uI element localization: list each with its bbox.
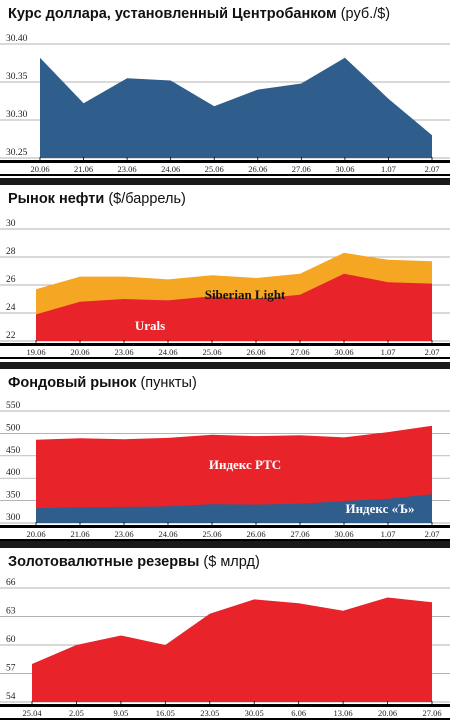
reserves-title: Золотовалютные резервы ($ млрд) [8, 554, 260, 570]
x-tick-label: 27.06 [292, 164, 311, 174]
x-tick-label: 9.05 [113, 708, 128, 718]
oil-market-panel: Рынок нефти ($/баррель) 30 28 26 24 22 Siberi… [0, 185, 450, 363]
y-tick-label: 57 [6, 664, 16, 674]
x-tick-label: 27.06 [290, 529, 309, 539]
x-tick-label: 24.06 [158, 347, 177, 357]
x-tick-label: 27.06 [422, 708, 441, 718]
x-tick-label: 26.06 [246, 347, 265, 357]
x-tick-label: 25.06 [202, 529, 221, 539]
oil-market-title: Рынок нефти ($/баррель) [8, 191, 186, 207]
y-tick-label: 24 [6, 303, 16, 313]
x-tick-label: 13.06 [334, 708, 353, 718]
y-tick-label: 30 [6, 219, 16, 229]
x-tick-label: 30.05 [245, 708, 264, 718]
reserves-panel: Золотовалютные резервы ($ млрд) 66 63 60 57… [0, 548, 450, 724]
x-tick-label: 20.06 [30, 164, 49, 174]
separator [0, 541, 450, 548]
separator [0, 362, 450, 369]
y-tick-label: 450 [6, 446, 21, 456]
x-tick-label: 6.06 [291, 708, 306, 718]
oil-market-chart: 30 28 26 24 22 Siberian Light Urals 19.06 20.06 2… [0, 213, 450, 363]
stock-market-title: Фондовый рынок (пункты) [8, 375, 197, 391]
y-tick-label: 60 [6, 635, 16, 645]
x-tick-label: 2.05 [69, 708, 84, 718]
separator [0, 178, 450, 185]
x-tick-label: 23.05 [200, 708, 219, 718]
y-tick-label: 54 [6, 692, 16, 702]
x-tick-label: 2.07 [425, 529, 440, 539]
x-tick-label: 26.06 [246, 529, 265, 539]
y-tick-label: 500 [6, 423, 21, 433]
y-tick-label: 30.35 [6, 72, 28, 82]
y-tick-label: 300 [6, 513, 21, 523]
x-tick-label: 27.06 [290, 347, 309, 357]
y-tick-label: 550 [6, 401, 21, 411]
series-area-1 [32, 598, 432, 703]
x-tick-label: 25.06 [205, 164, 224, 174]
reserves-chart: 66 63 60 57 54 25.04 2.05 9.05 16.05 23.05 30.05 6.… [0, 576, 450, 726]
x-tick-label: 1.07 [381, 164, 396, 174]
y-tick-label: 30.30 [6, 110, 28, 120]
series-label: Индекс «Ъ» [345, 501, 414, 516]
y-tick-label: 22 [6, 331, 16, 341]
x-tick-label: 25.04 [22, 708, 42, 718]
series-label: Индекс РТС [209, 457, 281, 472]
x-tick-label: 1.07 [381, 347, 396, 357]
x-tick-label: 26.06 [248, 164, 267, 174]
y-tick-label: 63 [6, 607, 16, 617]
x-tick-label: 24.06 [158, 529, 177, 539]
y-tick-label: 26 [6, 275, 16, 285]
x-tick-label: 23.06 [114, 529, 133, 539]
x-tick-label: 21.06 [70, 529, 89, 539]
stock-market-panel: Фондовый рынок (пункты) 550 500 450 400 350 3… [0, 369, 450, 544]
x-tick-label: 30.06 [334, 347, 353, 357]
x-tick-label: 2.07 [425, 347, 440, 357]
y-tick-label: 28 [6, 247, 16, 257]
x-tick-label: 20.06 [70, 347, 89, 357]
stock-market-chart: 550 500 450 400 350 300 Индекс РТС Индекс «Ъ» 20… [0, 395, 450, 545]
x-tick-label: 2.07 [425, 164, 440, 174]
y-tick-label: 350 [6, 491, 21, 501]
series-label: Urals [135, 318, 165, 333]
x-tick-label: 24.06 [161, 164, 180, 174]
x-tick-label: 1.07 [381, 529, 396, 539]
x-tick-label: 21.06 [74, 164, 93, 174]
series-label: Siberian Light [205, 287, 286, 302]
x-tick-label: 20.06 [378, 708, 397, 718]
y-tick-label: 66 [6, 578, 16, 588]
usd-rate-panel: Курс доллара, установленный Центробанком… [0, 0, 450, 180]
x-tick-label: 30.06 [334, 529, 353, 539]
x-tick-label: 19.06 [26, 347, 45, 357]
x-tick-label: 16.05 [156, 708, 175, 718]
x-tick-label: 23.06 [118, 164, 137, 174]
y-tick-label: 30.25 [6, 148, 28, 158]
x-tick-label: 23.06 [114, 347, 133, 357]
y-tick-label: 400 [6, 468, 21, 478]
y-tick-label: 30.40 [6, 34, 28, 44]
x-tick-label: 30.06 [335, 164, 354, 174]
x-tick-label: 25.06 [202, 347, 221, 357]
series-area-1 [40, 58, 432, 158]
usd-rate-title: Курс доллара, установленный Центробанком… [8, 6, 390, 22]
x-tick-label: 20.06 [26, 529, 45, 539]
